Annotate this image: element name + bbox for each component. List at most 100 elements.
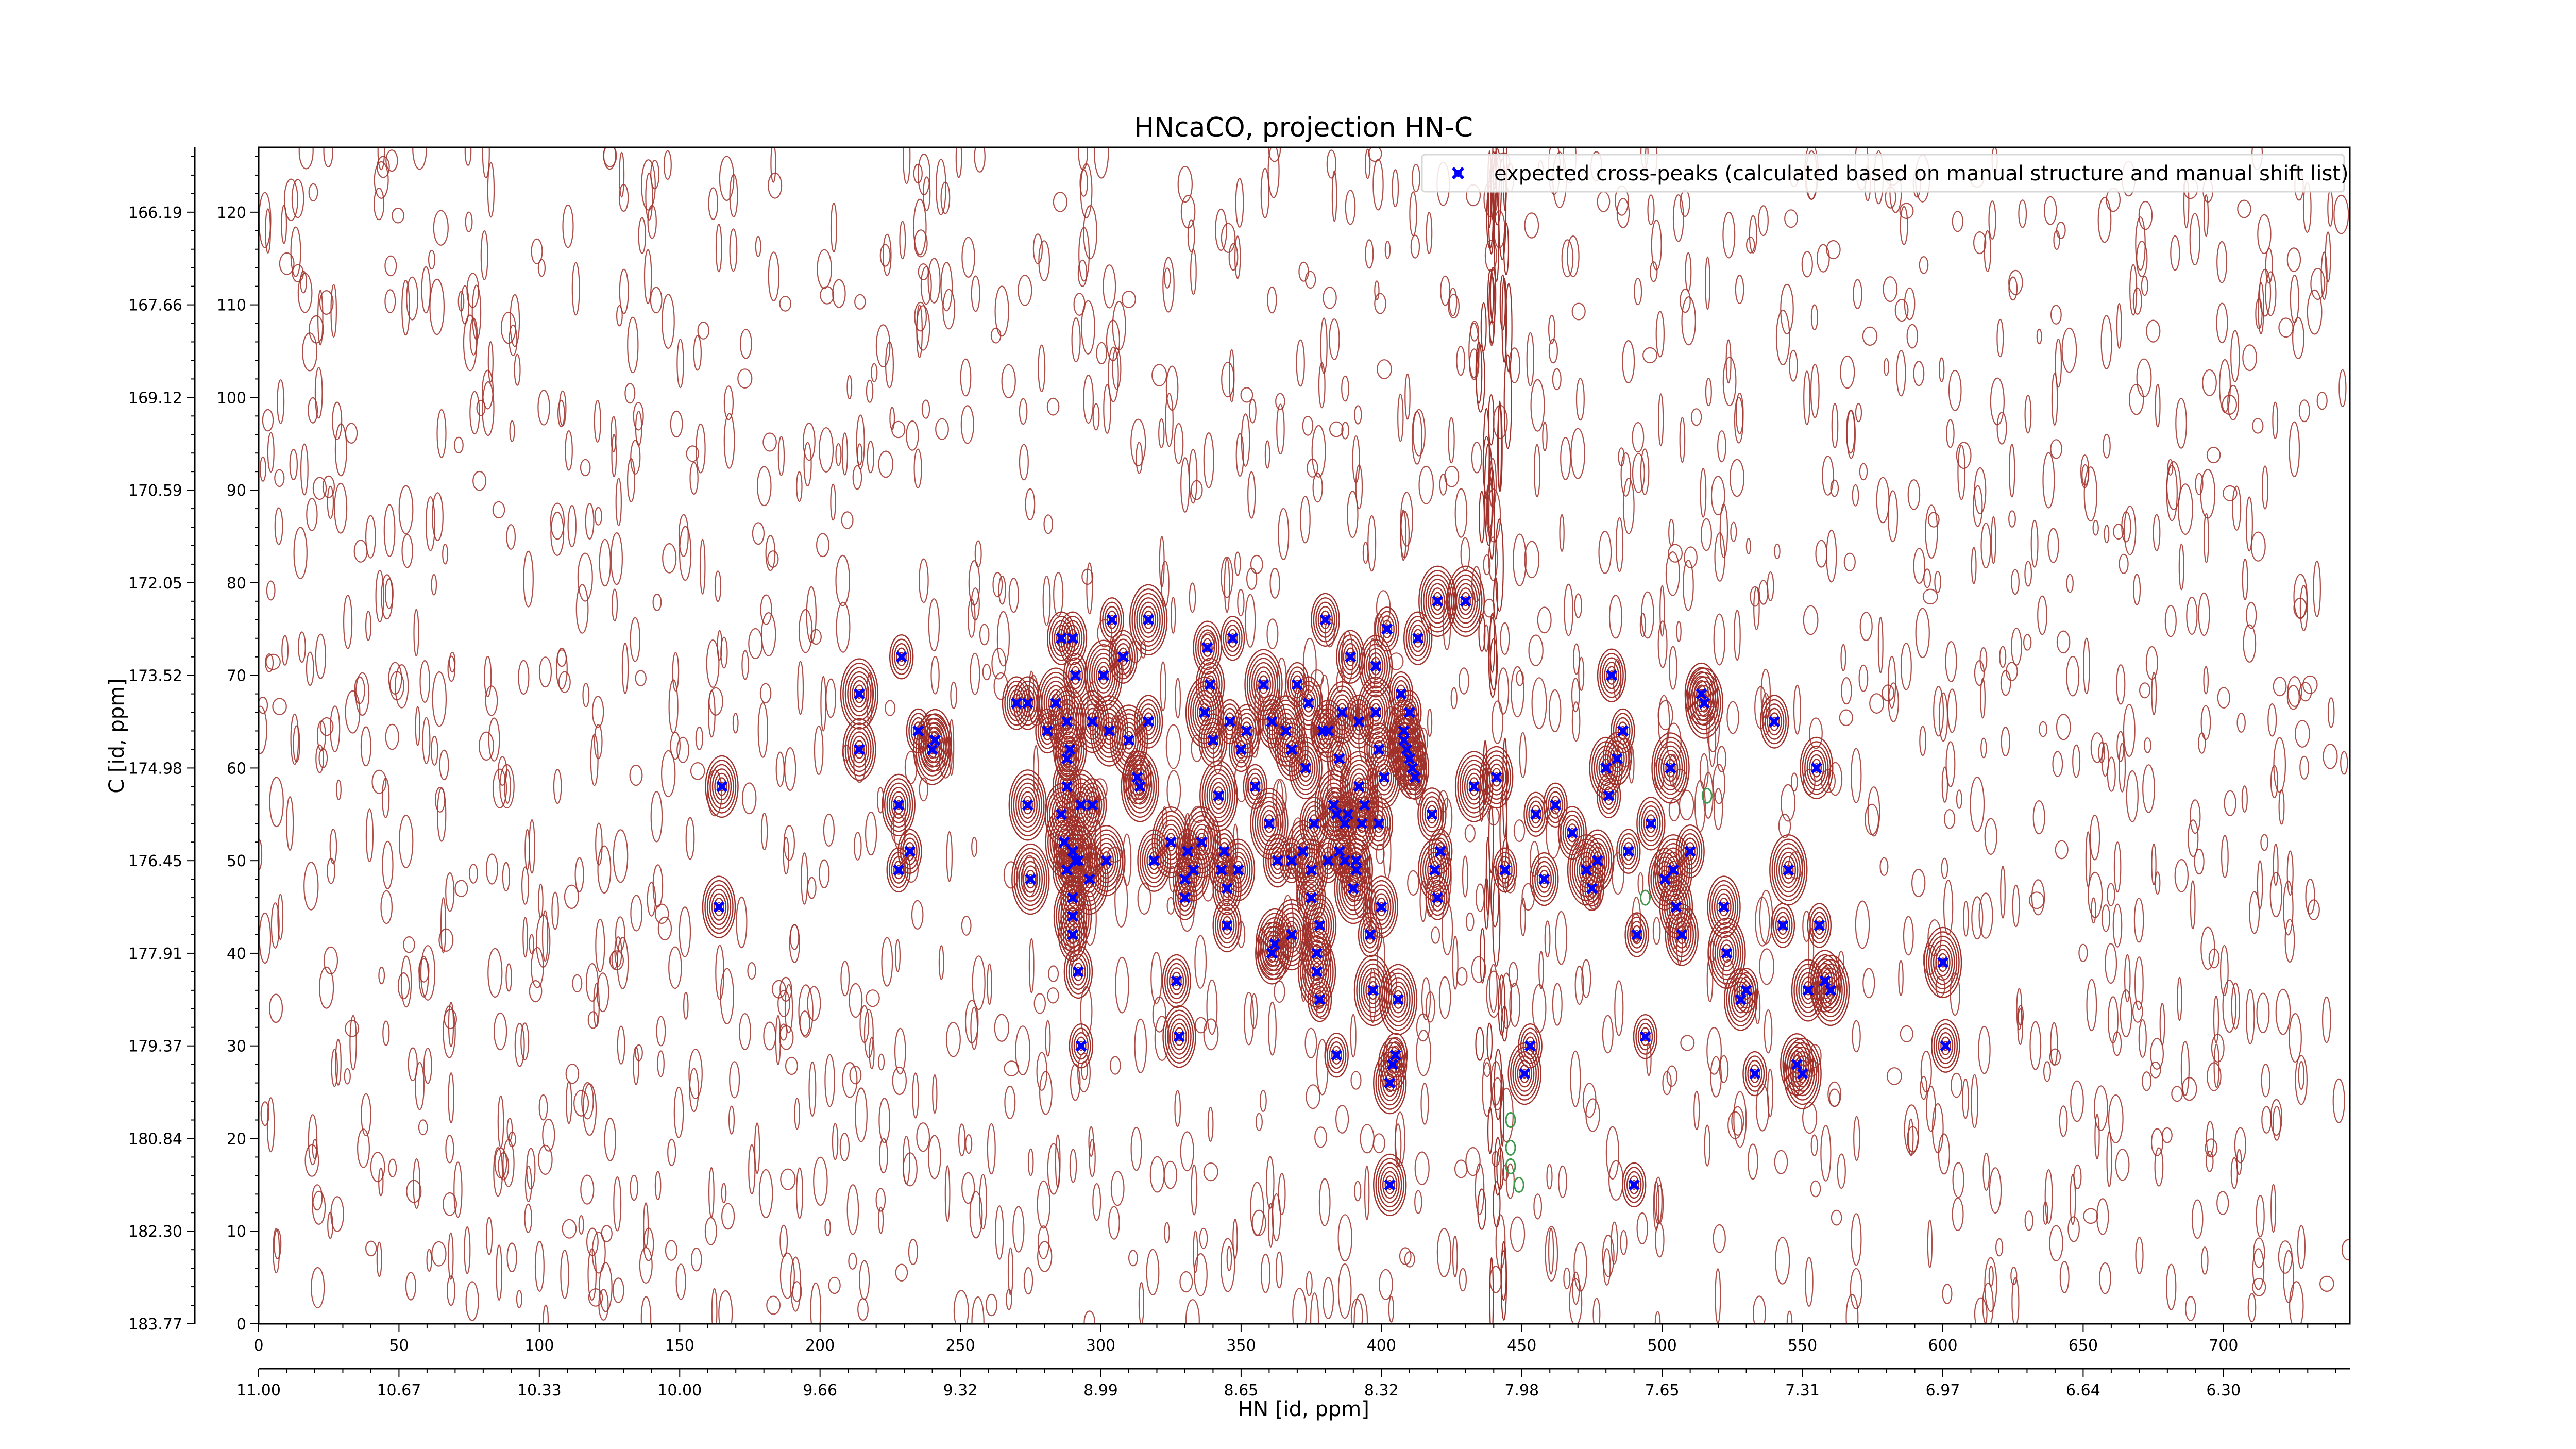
streak-contour	[1498, 974, 1506, 1036]
noise-contour	[1980, 523, 1991, 569]
peak-contour	[1144, 842, 1164, 879]
noise-contour	[1703, 771, 1714, 819]
peak-contour	[891, 638, 911, 675]
noise-contour	[1952, 1162, 1964, 1198]
cross-peak-marker	[1056, 808, 1067, 820]
noise-contour	[510, 294, 520, 347]
noise-contour	[741, 650, 749, 680]
noise-contour	[297, 273, 313, 313]
peak-contour	[1130, 768, 1150, 805]
noise-contour	[336, 779, 342, 800]
noise-contour	[1926, 1085, 1936, 1132]
peak-contour	[1405, 759, 1425, 796]
peak-contour	[1360, 916, 1380, 953]
noise-contour	[1096, 342, 1108, 365]
noise-contour	[2066, 574, 2074, 593]
noise-contour	[1337, 1214, 1352, 1262]
noise-contour	[816, 533, 829, 558]
peak-contour	[1065, 624, 1080, 652]
peak-contour	[896, 647, 907, 666]
noise-contour	[1840, 355, 1855, 389]
noise-contour	[1275, 1251, 1283, 1289]
noise-contour	[2119, 553, 2129, 574]
noise-contour	[1822, 456, 1834, 496]
peak-contour	[1102, 601, 1122, 638]
noise-contour	[2286, 850, 2294, 896]
noise-contour	[1647, 194, 1655, 226]
peak-contour	[1692, 680, 1717, 726]
peak-contour	[1196, 832, 1207, 852]
noise-contour	[1561, 239, 1574, 278]
cross-peak-marker	[1221, 882, 1233, 895]
noise-contour	[723, 385, 734, 420]
noise-contour	[1235, 178, 1244, 228]
noise-contour	[2224, 790, 2236, 816]
noise-contour	[344, 1068, 351, 1085]
noise-contour	[300, 443, 309, 496]
peak-contour	[1806, 750, 1827, 786]
noise-contour	[1722, 211, 1736, 259]
noise-contour	[1471, 956, 1486, 983]
noise-contour	[676, 339, 684, 389]
y-ppm-axis: 183.77182.30180.84179.37177.91176.45174.…	[128, 156, 195, 1334]
peak-contour	[1310, 708, 1335, 754]
noise-contour	[1665, 551, 1680, 596]
noise-contour	[531, 947, 544, 988]
noise-contour	[383, 504, 396, 557]
noise-contour	[1945, 641, 1957, 682]
noise-contour	[2050, 305, 2062, 325]
cross-peak-marker	[1370, 660, 1382, 672]
y-point-tick-label: 40	[227, 945, 246, 963]
x-ppm-tick-label: 6.64	[2066, 1381, 2100, 1400]
noise-contour	[2299, 584, 2308, 631]
noise-contour	[2243, 624, 2257, 663]
noise-contour	[1203, 1018, 1219, 1051]
noise-contour	[679, 526, 692, 581]
noise-contour	[1710, 1056, 1722, 1098]
peak-contour	[1773, 907, 1793, 944]
noise-contour	[654, 903, 669, 924]
noise-contour	[1840, 644, 1846, 671]
noise-contour	[523, 550, 534, 608]
cross-peak-marker	[1372, 744, 1385, 755]
noise-contour	[752, 522, 765, 545]
noise-contour	[657, 1050, 665, 1077]
noise-contour	[1852, 1020, 1861, 1053]
peak-contour	[1491, 768, 1502, 787]
cross-peak-marker	[1353, 781, 1365, 793]
noise-contour	[1109, 1056, 1121, 1075]
noise-contour	[2298, 399, 2310, 423]
cross-peak-marker	[1097, 669, 1110, 681]
peak-contour	[1098, 847, 1114, 874]
noise-contour	[2029, 1021, 2042, 1070]
noise-contour	[1913, 361, 1925, 386]
peak-contour	[1214, 903, 1240, 948]
noise-contour	[656, 1016, 666, 1047]
peak-contour	[1432, 888, 1443, 907]
noise-contour	[2256, 992, 2270, 1034]
peak-contour	[1016, 852, 1045, 906]
noise-contour	[1267, 147, 1280, 198]
noise-contour	[1956, 789, 1962, 809]
noise-contour	[443, 1005, 456, 1058]
noise-contour	[2260, 834, 2269, 851]
cross-peak-marker	[1670, 901, 1682, 913]
noise-contour	[883, 233, 892, 276]
y-ppm-tick-label: 172.05	[128, 575, 182, 593]
noise-contour	[1311, 425, 1326, 478]
noise-contour	[1341, 422, 1349, 440]
peak-contour	[1809, 754, 1824, 782]
noise-contour	[668, 679, 679, 734]
cross-peak-marker	[1735, 993, 1747, 1005]
negative-contour	[1513, 1176, 1524, 1193]
noise-contour	[1488, 536, 1498, 581]
noise-contour	[965, 1134, 973, 1154]
x-ppm-tick-label: 6.97	[1926, 1381, 1960, 1400]
peak-contour	[1800, 976, 1816, 1004]
noise-contour	[2132, 287, 2142, 315]
noise-contour	[863, 1009, 874, 1058]
noise-contour	[1012, 1206, 1025, 1253]
noise-contour	[1081, 300, 1095, 355]
noise-contour	[920, 266, 932, 305]
noise-contour	[2011, 1277, 2020, 1324]
